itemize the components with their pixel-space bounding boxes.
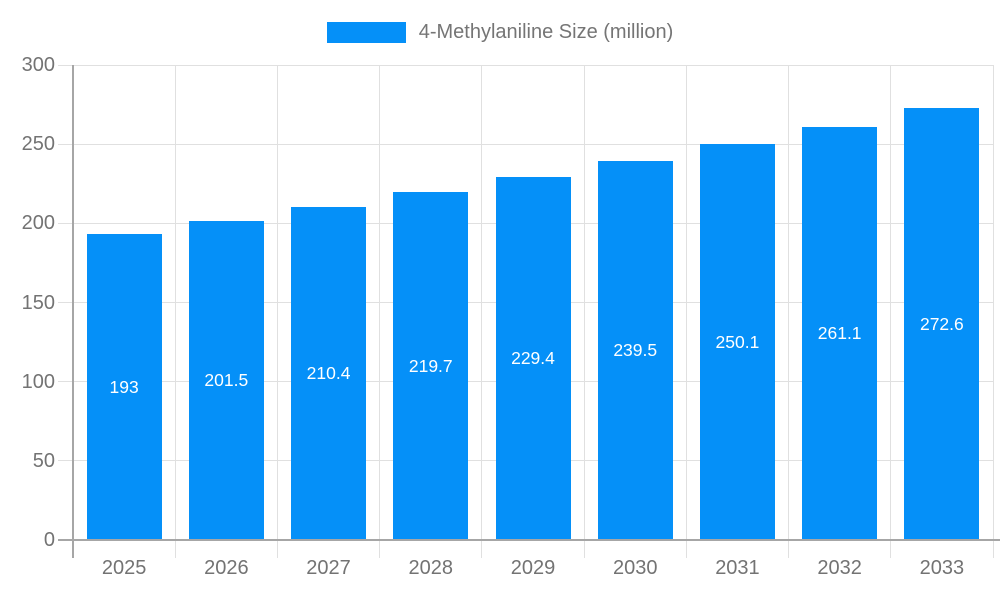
x-gridline [788,65,790,558]
y-axis-tick-label: 200 [21,212,55,235]
x-gridline [481,65,483,558]
bar-value-label: 250.1 [715,331,760,352]
x-gridline [890,65,892,558]
x-axis-tick-label: 2030 [612,557,658,579]
y-axis-tick-label: 50 [32,449,55,472]
x-gridline [583,65,585,558]
y-axis-tick-label: 300 [21,54,55,76]
bar-2033[interactable]: 272.6 [904,108,980,540]
bar-2027[interactable]: 210.4 [291,206,367,540]
y-axis-tick-label: 250 [21,133,55,156]
bar-value-label: 210.4 [306,363,351,384]
bar-value-label: 272.6 [919,314,964,335]
legend-series-label: 4-Methylaniline Size (million) [418,21,674,43]
bar-value-label: 239.5 [613,340,658,361]
x-axis-tick-label: 2026 [204,557,249,579]
legend-color-swatch [326,22,406,43]
x-axis-tick-label: 2028 [408,557,454,579]
y-gridline [58,143,993,145]
legend-item[interactable]: 4-Methylaniline Size (million) [0,21,1000,44]
bar-2032[interactable]: 261.1 [802,126,878,540]
x-gridline [685,65,687,558]
y-gridline [58,64,993,66]
x-gridline [379,65,381,558]
x-gridline [992,65,994,558]
x-axis-tick-label: 2027 [306,557,351,579]
bar-value-label: 229.4 [511,348,555,369]
y-axis-line [72,65,74,558]
x-axis-tick-label: 2033 [919,557,965,579]
y-axis-tick-label: 0 [43,529,55,551]
bar-2026[interactable]: 201.5 [188,220,264,540]
bar-value-label: 219.7 [408,356,453,377]
y-axis-tick-label: 100 [21,370,55,393]
bar-value-label: 261.1 [817,323,862,344]
x-axis-tick-label: 2031 [715,557,760,579]
bar-2031[interactable]: 250.1 [699,144,775,540]
bar-2028[interactable]: 219.7 [393,192,469,540]
x-gridline [174,65,176,558]
x-axis-line [58,539,1000,541]
x-axis-tick-label: 2029 [510,557,556,579]
bar-value-label: 201.5 [204,370,249,391]
bar-value-label: 193 [109,377,139,398]
x-gridline [276,65,278,558]
x-axis-tick-label: 2032 [817,557,862,579]
bar-2025[interactable]: 193 [86,234,162,540]
bar-2029[interactable]: 229.4 [495,176,571,540]
y-axis-tick-label: 150 [21,291,55,314]
bar-2030[interactable]: 239.5 [597,160,673,540]
x-axis-tick-label: 2025 [101,557,147,579]
